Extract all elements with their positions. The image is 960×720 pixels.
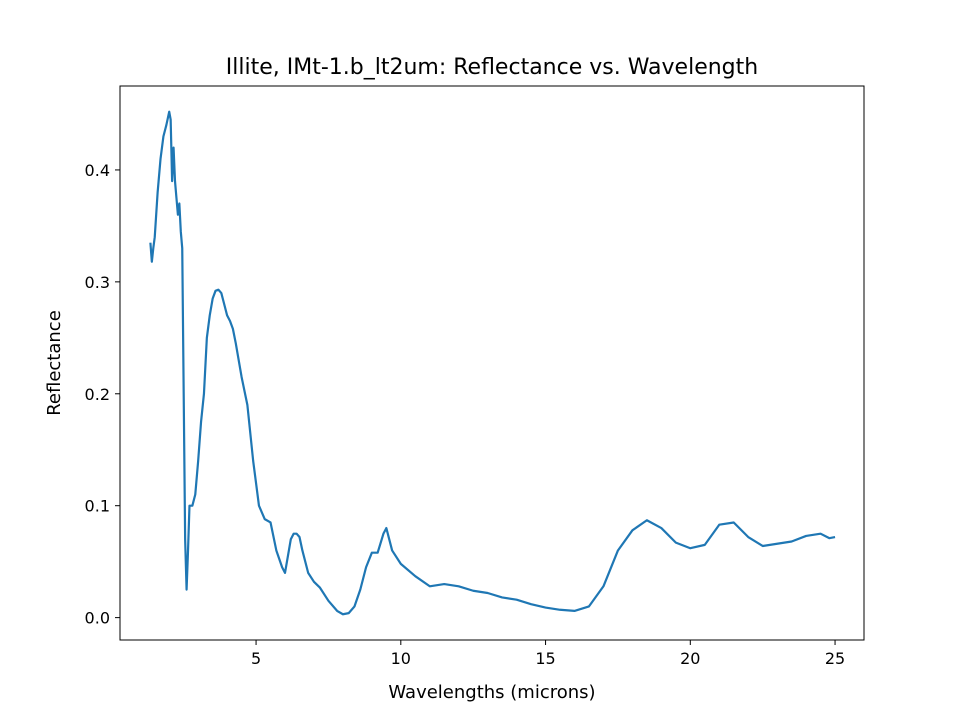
x-axis-label: Wavelengths (microns) xyxy=(388,682,595,703)
x-axis: 5 10 15 20 25 xyxy=(251,640,845,668)
axes-frame xyxy=(119,85,865,641)
x-tick-label: 10 xyxy=(391,649,411,668)
x-tick-label: 5 xyxy=(251,649,261,668)
y-tick-label: 0.1 xyxy=(85,497,110,516)
x-tick-label: 15 xyxy=(535,649,555,668)
y-tick-label: 0.0 xyxy=(85,609,110,628)
y-axis-label: Reflectance xyxy=(44,310,65,416)
series-line-0 xyxy=(149,110,836,616)
plot-area xyxy=(149,110,836,616)
chart-title: Illite, IMt-1.b_lt2um: Reflectance vs. W… xyxy=(226,55,758,80)
x-tick-label: 20 xyxy=(680,649,700,668)
y-tick-label: 0.4 xyxy=(85,161,110,180)
y-tick-label: 0.3 xyxy=(85,273,110,292)
x-tick-label: 25 xyxy=(825,649,845,668)
y-tick-label: 0.2 xyxy=(85,385,110,404)
y-axis: 0.0 0.1 0.2 0.3 0.4 xyxy=(85,161,120,628)
